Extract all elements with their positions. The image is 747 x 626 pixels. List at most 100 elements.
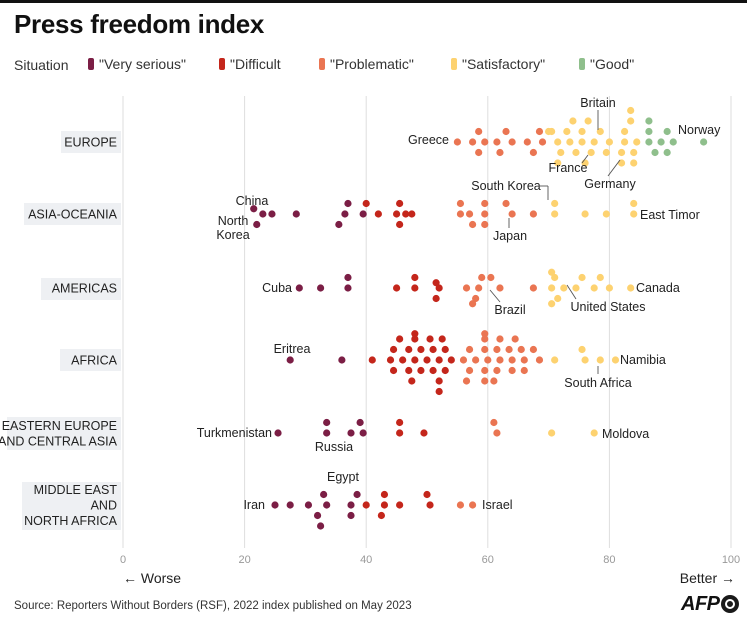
data-point xyxy=(426,501,434,509)
data-point xyxy=(465,345,474,354)
data-point xyxy=(417,345,425,354)
data-point xyxy=(584,117,592,125)
legend-label: "Satisfactory" xyxy=(462,56,546,72)
region-label-box xyxy=(24,203,121,225)
data-point xyxy=(557,148,565,157)
data-point xyxy=(286,501,294,509)
data-point xyxy=(475,127,483,136)
x-tick-label: 20 xyxy=(238,554,250,566)
legend-item-difficult: "Difficult xyxy=(219,56,281,72)
legend-item-problematic: "Problematic" xyxy=(319,56,414,72)
data-point xyxy=(313,511,322,520)
data-point xyxy=(481,199,489,208)
data-point xyxy=(621,138,629,146)
data-point xyxy=(517,345,525,354)
data-point xyxy=(617,159,626,167)
data-point xyxy=(511,335,519,343)
data-point xyxy=(548,268,556,276)
data-point xyxy=(520,366,528,375)
data-point xyxy=(456,199,465,208)
x-tick-label: 100 xyxy=(722,554,740,566)
data-point xyxy=(295,284,303,292)
data-point xyxy=(405,345,413,354)
data-point xyxy=(508,366,516,375)
data-point xyxy=(490,418,498,427)
data-point xyxy=(304,501,313,509)
data-point xyxy=(484,356,492,364)
data-point xyxy=(368,356,376,364)
data-point xyxy=(435,377,443,385)
data-point xyxy=(493,345,501,354)
data-point xyxy=(389,345,398,354)
data-point xyxy=(478,273,486,282)
data-point xyxy=(374,210,382,218)
data-point xyxy=(505,345,513,354)
data-point xyxy=(481,138,489,146)
annotation-label: France xyxy=(549,161,588,175)
legend-label: "Good" xyxy=(590,56,635,72)
data-point xyxy=(347,429,355,437)
data-point xyxy=(441,345,449,354)
data-point xyxy=(462,377,471,385)
data-point xyxy=(529,148,538,157)
data-point xyxy=(493,366,501,375)
data-point xyxy=(651,148,659,157)
data-point xyxy=(581,356,589,364)
data-point xyxy=(469,501,477,509)
data-point xyxy=(335,220,343,229)
data-point xyxy=(508,210,516,218)
data-point xyxy=(496,335,504,343)
data-point xyxy=(411,335,419,343)
x-left-label: ← Worse xyxy=(123,570,181,586)
data-point xyxy=(548,127,556,136)
data-point xyxy=(538,138,547,146)
data-point xyxy=(496,284,504,292)
region-label: MIDDLE EAST xyxy=(34,483,118,497)
data-point xyxy=(396,501,404,509)
data-point xyxy=(292,210,300,218)
data-point xyxy=(548,429,556,437)
annotation-label: Eritrea xyxy=(274,342,311,356)
legend-label: "Problematic" xyxy=(330,56,414,72)
data-point xyxy=(396,429,404,437)
data-point xyxy=(402,210,410,218)
annotation-label: Russia xyxy=(315,440,353,454)
region-label-box xyxy=(60,349,121,371)
data-point xyxy=(393,284,401,292)
annotation-label: China xyxy=(236,194,269,208)
annotation-leader xyxy=(489,289,501,303)
annotation-label: Korea xyxy=(216,228,249,242)
source-note: Source: Reporters Without Borders (RSF),… xyxy=(14,600,412,612)
data-point xyxy=(362,199,370,208)
data-point xyxy=(605,284,614,292)
annotation-label: Britain xyxy=(580,96,615,110)
annotation-label: South Africa xyxy=(564,376,631,390)
data-point xyxy=(462,284,471,292)
data-point xyxy=(362,501,370,509)
afp-logo: AFP xyxy=(681,593,739,616)
data-point xyxy=(432,279,440,287)
data-point xyxy=(481,220,489,229)
data-point xyxy=(535,356,544,364)
data-point xyxy=(572,284,580,292)
data-point xyxy=(481,335,489,343)
data-point xyxy=(596,356,604,364)
data-point xyxy=(435,284,443,292)
logo-mark-icon xyxy=(720,595,739,613)
annotation-leader xyxy=(566,284,577,300)
region-label: EASTERN EUROPE xyxy=(2,419,117,433)
region-label: AMERICAS xyxy=(52,282,117,296)
data-point xyxy=(286,356,294,364)
data-point xyxy=(359,429,367,437)
data-point xyxy=(396,199,404,208)
data-point xyxy=(274,429,282,437)
data-point xyxy=(338,356,346,364)
data-point xyxy=(323,501,331,509)
data-point xyxy=(438,335,446,343)
data-point xyxy=(323,429,331,437)
data-point xyxy=(563,127,571,136)
region-label-box xyxy=(41,278,121,300)
data-point xyxy=(469,138,477,146)
data-point xyxy=(630,159,638,167)
